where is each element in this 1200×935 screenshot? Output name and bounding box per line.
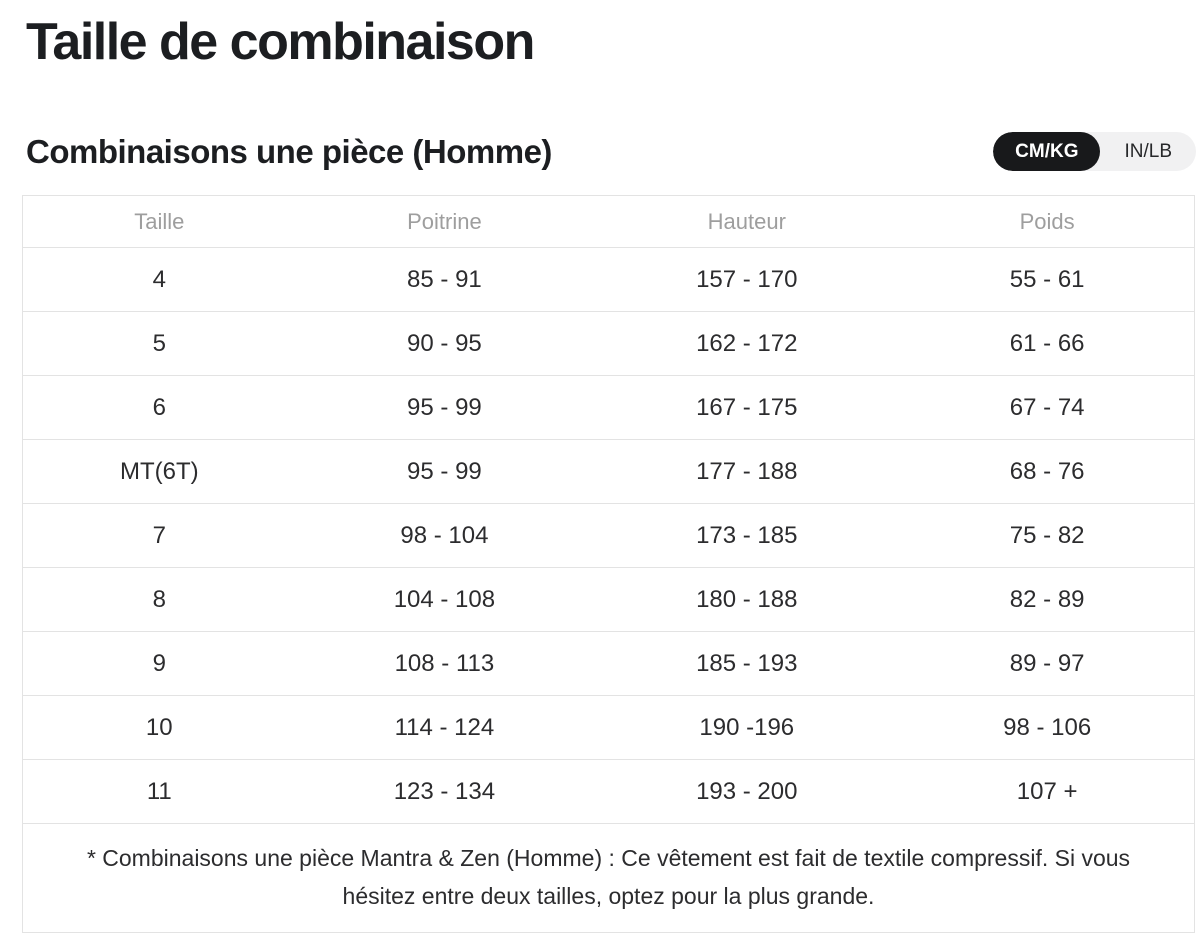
size-table: Taille Poitrine Hauteur Poids 4 85 - 91 157 -… bbox=[22, 195, 1195, 934]
column-header: Poids bbox=[900, 195, 1195, 249]
table-footnote-row: * Combinaisons une pièce Mantra & Zen (H… bbox=[23, 824, 1195, 933]
table-cell: MT(6T) bbox=[22, 439, 296, 505]
table-cell: 89 - 97 bbox=[900, 631, 1195, 697]
table-cell: 108 - 113 bbox=[295, 631, 594, 697]
table-cell: 193 - 200 bbox=[593, 759, 901, 825]
table-cell: 7 bbox=[22, 503, 296, 569]
table-row: 9 108 - 113 185 - 193 89 - 97 bbox=[22, 631, 1195, 697]
table-cell: 98 - 104 bbox=[295, 503, 594, 569]
column-header: Poitrine bbox=[295, 195, 594, 249]
table-body: 4 85 - 91 157 - 170 55 - 61 5 90 - 95 162 - 17… bbox=[22, 247, 1195, 825]
table-row: 11 123 - 134 193 - 200 107 + bbox=[22, 759, 1195, 825]
table-cell: 114 - 124 bbox=[295, 695, 594, 761]
column-header: Hauteur bbox=[593, 195, 901, 249]
table-row: 5 90 - 95 162 - 172 61 - 66 bbox=[22, 311, 1195, 377]
table-footnote: * Combinaisons une pièce Mantra & Zen (H… bbox=[86, 845, 1131, 910]
table-cell: 68 - 76 bbox=[900, 439, 1195, 505]
table-cell: 82 - 89 bbox=[900, 567, 1195, 633]
table-cell: 85 - 91 bbox=[295, 247, 594, 313]
table-cell: 4 bbox=[22, 247, 296, 313]
table-cell: 157 - 170 bbox=[593, 247, 901, 313]
unit-toggle[interactable]: CM/KG IN/LB bbox=[993, 132, 1196, 172]
table-cell: 5 bbox=[22, 311, 296, 377]
table-row: MT(6T) 95 - 99 177 - 188 68 - 76 bbox=[22, 439, 1195, 505]
table-cell: 177 - 188 bbox=[593, 439, 901, 505]
table-cell: 95 - 99 bbox=[295, 375, 594, 441]
table-row: 7 98 - 104 173 - 185 75 - 82 bbox=[22, 503, 1195, 569]
table-cell: 10 bbox=[22, 695, 296, 761]
section-header: Combinaisons une pièce (Homme) CM/KG IN/… bbox=[22, 132, 1196, 172]
table-row: 10 114 - 124 190 -196 98 - 106 bbox=[22, 695, 1195, 761]
table-cell: 55 - 61 bbox=[900, 247, 1195, 313]
unit-option-cmkg[interactable]: CM/KG bbox=[993, 132, 1101, 172]
table-cell: 162 - 172 bbox=[593, 311, 901, 377]
table-cell: 8 bbox=[22, 567, 296, 633]
table-cell: 9 bbox=[22, 631, 296, 697]
table-cell: 107 + bbox=[900, 759, 1195, 825]
column-header: Taille bbox=[22, 195, 296, 249]
section-heading: Combinaisons une pièce (Homme) bbox=[26, 132, 552, 170]
table-cell: 67 - 74 bbox=[900, 375, 1195, 441]
table-header-row: Taille Poitrine Hauteur Poids bbox=[22, 195, 1195, 249]
table-cell: 6 bbox=[22, 375, 296, 441]
table-cell: 95 - 99 bbox=[295, 439, 594, 505]
table-cell: 104 - 108 bbox=[295, 567, 594, 633]
unit-option-inlb[interactable]: IN/LB bbox=[1100, 132, 1196, 171]
table-cell: 98 - 106 bbox=[900, 695, 1195, 761]
table-cell: 123 - 134 bbox=[295, 759, 594, 825]
page-title: Taille de combinaison bbox=[26, 13, 535, 71]
table-row: 6 95 - 99 167 - 175 67 - 74 bbox=[22, 375, 1195, 441]
table-cell: 75 - 82 bbox=[900, 503, 1195, 569]
table-row: 8 104 - 108 180 - 188 82 - 89 bbox=[22, 567, 1195, 633]
table-cell: 173 - 185 bbox=[593, 503, 901, 569]
table-row: 4 85 - 91 157 - 170 55 - 61 bbox=[22, 247, 1195, 313]
table-cell: 11 bbox=[22, 759, 296, 825]
table-cell: 190 -196 bbox=[593, 695, 901, 761]
table-cell: 180 - 188 bbox=[593, 567, 901, 633]
table-cell: 61 - 66 bbox=[900, 311, 1195, 377]
table-cell: 185 - 193 bbox=[593, 631, 901, 697]
table-cell: 167 - 175 bbox=[593, 375, 901, 441]
table-cell: 90 - 95 bbox=[295, 311, 594, 377]
